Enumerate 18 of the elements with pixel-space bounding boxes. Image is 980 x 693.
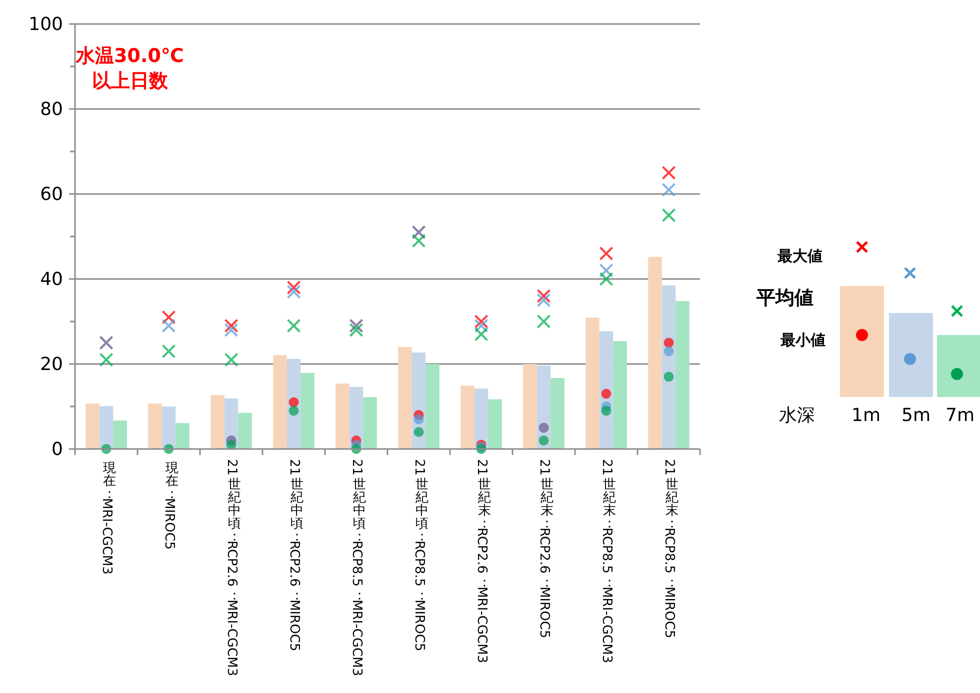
text: 水温30.0℃ 以上日数 bbox=[75, 45, 184, 92]
y-tick-label: 80 bbox=[40, 99, 63, 120]
x-tick-label: 現在：MIROC5 bbox=[161, 461, 178, 550]
x-tick-label: 現在：MRI-CGCM3 bbox=[98, 461, 116, 575]
y-tick-label: 60 bbox=[40, 184, 63, 205]
x-tick-label: 21世紀末：RCP2.6：MRI-CGCM3 bbox=[474, 459, 491, 664]
x-tick-label: 21世紀中頃：RCP8.5：MRI-CGCM3 bbox=[348, 459, 366, 676]
x-tick-label: 21世紀末：RCP8.5：MIROC5 bbox=[661, 459, 678, 638]
x-tick-label: 21世紀末：RCP8.5：MRI-CGCM3 bbox=[598, 459, 616, 664]
legend: 最大値 平均値 最小値 水深 1m 5m 7m bbox=[756, 240, 980, 426]
x-tick-label: 21世紀中頃：RCP2.6：MRI-CGCM3 bbox=[224, 459, 241, 676]
y-tick-label: 20 bbox=[40, 354, 63, 375]
x-tick-label: 21世紀中頃：RCP8.5：MIROC5 bbox=[411, 459, 428, 652]
x-tick-label: 21世紀末：RCP2.6：MIROC5 bbox=[536, 459, 554, 638]
y-tick-label: 100 bbox=[28, 14, 63, 35]
x-tick-label: 21世紀中頃：RCP2.6：MIROC5 bbox=[286, 459, 304, 652]
y-tick-label: 0 bbox=[52, 439, 63, 460]
y-tick-label: 40 bbox=[40, 269, 63, 290]
